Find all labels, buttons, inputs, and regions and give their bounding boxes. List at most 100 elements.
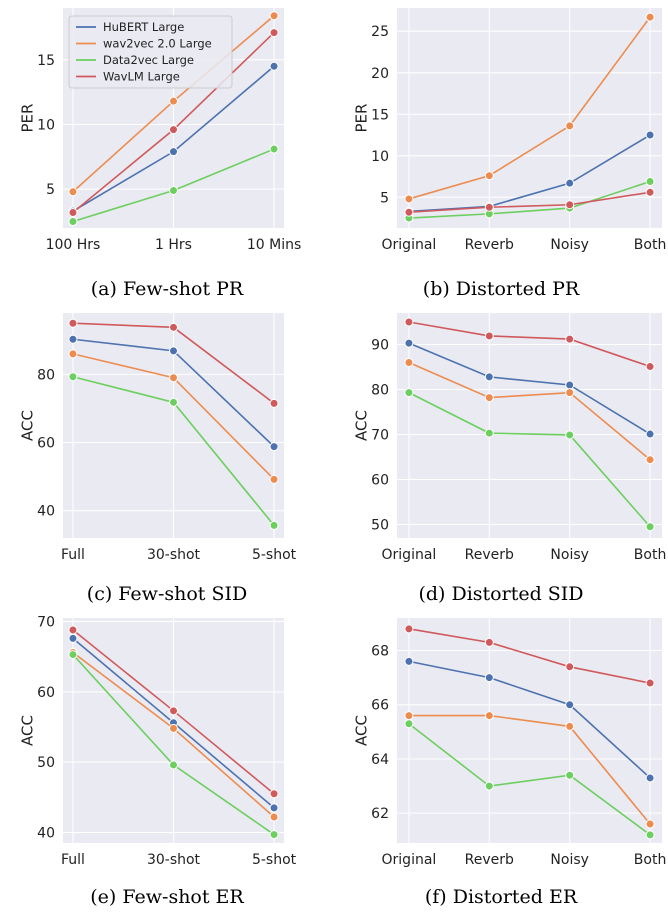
y-tick-label: 50 — [37, 755, 55, 771]
data-point — [404, 213, 414, 223]
x-tick-label: Original — [382, 237, 437, 253]
data-point — [68, 207, 78, 217]
data-point — [269, 61, 279, 71]
data-point — [269, 789, 279, 799]
series-line — [408, 660, 651, 779]
data-point — [269, 474, 279, 484]
series-line — [408, 391, 651, 528]
x-tick-label: Full — [61, 852, 85, 868]
data-point — [68, 625, 78, 635]
data-point — [169, 322, 178, 332]
y-axis-label: PER — [353, 104, 371, 133]
x-tick-label: Full — [61, 547, 85, 563]
y-tick-label: 40 — [37, 825, 55, 841]
data-point — [565, 200, 575, 210]
data-point — [404, 711, 414, 721]
data-point — [565, 721, 575, 731]
data-point — [645, 522, 655, 532]
data-point — [68, 217, 78, 227]
data-point — [269, 28, 279, 38]
y-tick-label: 15 — [371, 107, 389, 123]
series-line — [72, 353, 275, 480]
plot-area — [397, 618, 662, 843]
data-point — [169, 397, 178, 407]
x-tick-label: 5-shot — [252, 852, 297, 868]
data-point — [404, 358, 414, 367]
data-point — [404, 719, 414, 729]
x-tick-label: Noisy — [550, 237, 589, 253]
y-tick-label: 15 — [37, 53, 55, 69]
data-point — [169, 760, 178, 770]
y-tick-label: 5 — [380, 190, 389, 206]
y-axis-label: ACC — [19, 410, 37, 441]
y-tick-label: 40 — [37, 504, 55, 520]
x-tick-label: Original — [382, 547, 437, 563]
data-point — [484, 637, 494, 647]
y-tick-label: 60 — [37, 436, 55, 452]
plot-area — [63, 8, 284, 228]
series-line — [72, 651, 275, 818]
data-point — [565, 121, 575, 131]
data-point — [169, 125, 178, 135]
x-tick-label: Noisy — [550, 547, 589, 563]
y-tick-label: 60 — [371, 473, 389, 489]
chart-caption: (c) Few-shot SID — [86, 583, 248, 605]
data-point — [404, 624, 414, 634]
y-tick-label: 70 — [371, 428, 389, 444]
y-tick-label: 5 — [46, 182, 55, 198]
data-point — [565, 700, 575, 710]
legend-label: HuBERT Large — [103, 20, 184, 34]
x-tick-label: 30-shot — [147, 852, 201, 868]
series-line — [408, 134, 651, 213]
y-tick-label: 62 — [371, 806, 389, 822]
data-point — [269, 11, 279, 21]
series-line — [72, 375, 275, 526]
data-point — [269, 398, 279, 408]
data-point — [68, 318, 78, 328]
data-point — [645, 187, 655, 197]
x-tick-label: 100 Hrs — [46, 237, 101, 253]
data-point — [169, 346, 178, 356]
data-point — [645, 429, 655, 439]
series-line — [408, 723, 651, 836]
x-tick-label: Both — [634, 547, 667, 563]
data-point — [68, 187, 78, 197]
data-point — [169, 147, 178, 157]
y-tick-label: 50 — [371, 518, 389, 534]
chart-caption: (d) Distorted SID — [418, 583, 584, 605]
y-tick-label: 80 — [371, 383, 389, 399]
data-point — [269, 144, 279, 154]
series-line — [408, 191, 651, 214]
y-tick-label: 10 — [371, 149, 389, 165]
data-point — [404, 656, 414, 666]
data-point — [645, 773, 655, 783]
y-tick-label: 20 — [371, 66, 389, 82]
series-line — [72, 629, 275, 795]
data-point — [645, 12, 655, 22]
data-point — [645, 678, 655, 688]
data-point — [404, 388, 414, 398]
series-line — [72, 322, 275, 404]
data-point — [565, 388, 575, 398]
data-point — [269, 442, 279, 452]
data-point — [68, 372, 78, 382]
data-point — [645, 819, 655, 829]
series-line — [408, 714, 651, 825]
x-tick-label: 10 Mins — [247, 237, 301, 253]
data-point — [404, 317, 414, 327]
data-point — [169, 706, 178, 716]
y-tick-label: 68 — [371, 644, 389, 660]
x-tick-label: 5-shot — [252, 547, 297, 563]
x-tick-label: Reverb — [465, 237, 514, 253]
chart-caption: (a) Few-shot PR — [90, 278, 244, 300]
data-point — [169, 185, 178, 195]
data-point — [565, 430, 575, 440]
x-tick-label: Reverb — [465, 852, 514, 868]
series-line — [408, 16, 651, 200]
x-tick-label: 30-shot — [147, 547, 201, 563]
